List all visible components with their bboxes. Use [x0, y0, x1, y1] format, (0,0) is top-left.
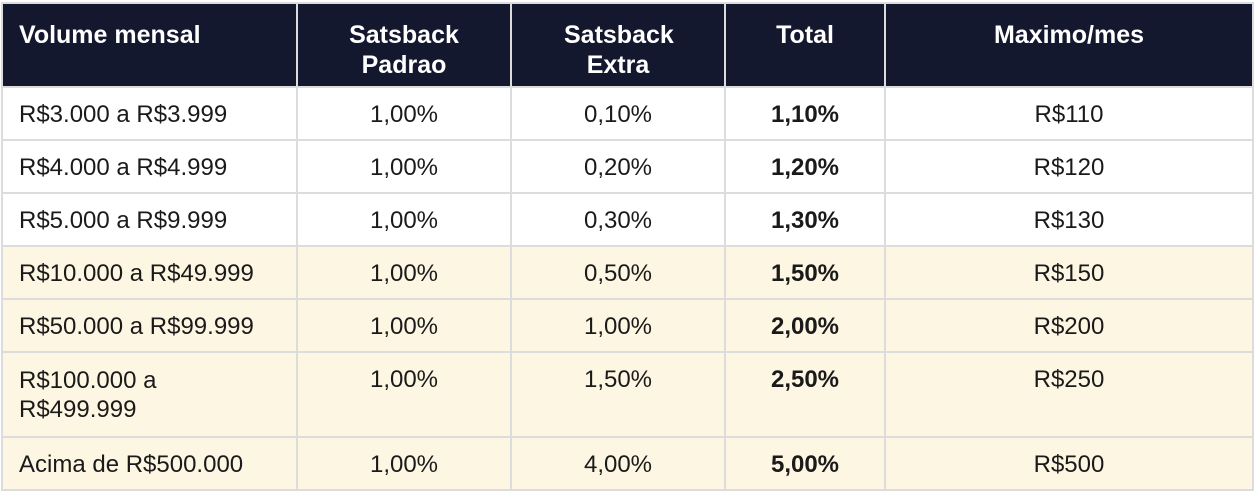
cell-satsback-padrao: 1,00% [296, 245, 512, 300]
cell-volume: R$50.000 a R$99.999 [1, 298, 298, 353]
cell-satsback-extra: 0,20% [510, 139, 726, 194]
cell-total: 1,10% [724, 86, 886, 141]
table-row: R$5.000 a R$9.999 1,00% 0,30% 1,30% R$13… [1, 192, 1254, 247]
cell-satsback-extra: 4,00% [510, 436, 726, 491]
cell-satsback-extra: 1,00% [510, 298, 726, 353]
header-volume-mensal: Volume mensal [1, 2, 298, 88]
cell-maximo-mes: R$150 [884, 245, 1254, 300]
cell-total: 2,50% [724, 351, 886, 438]
cell-volume: R$4.000 a R$4.999 [1, 139, 298, 194]
table-row: R$100.000 a R$499.999 1,00% 1,50% 2,50% … [1, 351, 1254, 438]
cell-maximo-mes: R$130 [884, 192, 1254, 247]
cell-volume: R$10.000 a R$49.999 [1, 245, 298, 300]
cell-maximo-mes: R$110 [884, 86, 1254, 141]
cell-satsback-extra: 0,30% [510, 192, 726, 247]
table-row: R$4.000 a R$4.999 1,00% 0,20% 1,20% R$12… [1, 139, 1254, 194]
cell-total: 1,20% [724, 139, 886, 194]
table-header: Volume mensal Satsback Padrao Satsback E… [1, 2, 1254, 88]
cell-volume: R$3.000 a R$3.999 [1, 86, 298, 141]
cell-maximo-mes: R$500 [884, 436, 1254, 491]
table-row: R$10.000 a R$49.999 1,00% 0,50% 1,50% R$… [1, 245, 1254, 300]
cell-satsback-padrao: 1,00% [296, 192, 512, 247]
cell-maximo-mes: R$250 [884, 351, 1254, 438]
cell-volume: Acima de R$500.000 [1, 436, 298, 491]
cell-satsback-padrao: 1,00% [296, 86, 512, 141]
cell-total: 5,00% [724, 436, 886, 491]
cell-total: 2,00% [724, 298, 886, 353]
cell-satsback-extra: 0,50% [510, 245, 726, 300]
header-satsback-extra: Satsback Extra [510, 2, 726, 88]
header-total: Total [724, 2, 886, 88]
cell-satsback-extra: 0,10% [510, 86, 726, 141]
header-row: Volume mensal Satsback Padrao Satsback E… [1, 2, 1254, 88]
table-body: R$3.000 a R$3.999 1,00% 0,10% 1,10% R$11… [1, 86, 1254, 491]
cell-maximo-mes: R$200 [884, 298, 1254, 353]
cell-satsback-padrao: 1,00% [296, 139, 512, 194]
cell-maximo-mes: R$120 [884, 139, 1254, 194]
cell-satsback-padrao: 1,00% [296, 351, 512, 438]
cell-satsback-padrao: 1,00% [296, 436, 512, 491]
table-row: R$50.000 a R$99.999 1,00% 1,00% 2,00% R$… [1, 298, 1254, 353]
cell-total: 1,30% [724, 192, 886, 247]
cell-total: 1,50% [724, 245, 886, 300]
header-satsback-padrao: Satsback Padrao [296, 2, 512, 88]
cell-satsback-padrao: 1,00% [296, 298, 512, 353]
cell-volume: R$100.000 a R$499.999 [1, 351, 298, 438]
cell-satsback-extra: 1,50% [510, 351, 726, 438]
header-maximo-mes: Maximo/mes [884, 2, 1254, 88]
cell-volume: R$5.000 a R$9.999 [1, 192, 298, 247]
table-row: Acima de R$500.000 1,00% 4,00% 5,00% R$5… [1, 436, 1254, 491]
table-row: R$3.000 a R$3.999 1,00% 0,10% 1,10% R$11… [1, 86, 1254, 141]
